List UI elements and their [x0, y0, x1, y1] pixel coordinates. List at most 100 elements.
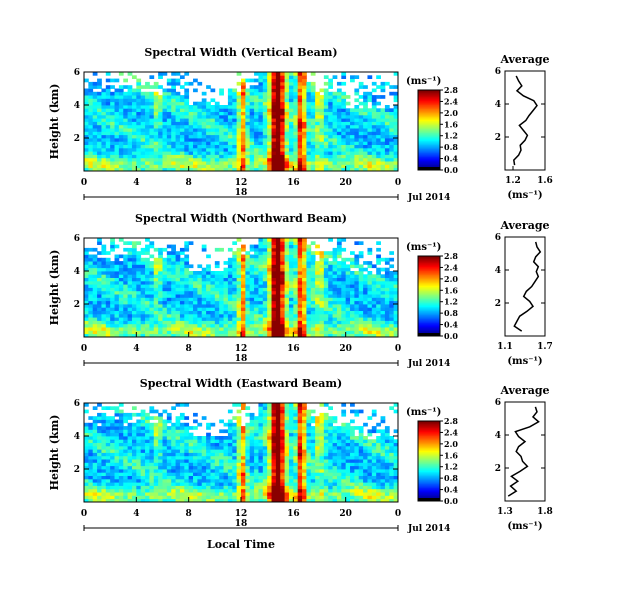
heatmap-cell	[376, 313, 381, 318]
heatmap-cell	[201, 320, 207, 325]
heatmap-cell	[354, 114, 360, 119]
heatmap-cell	[288, 108, 294, 112]
heatmap-cell	[206, 452, 211, 457]
heatmap-cell	[175, 141, 181, 145]
heatmap-cell	[140, 317, 146, 321]
heatmap-cell	[171, 161, 176, 165]
heatmap-cell	[101, 330, 107, 335]
heatmap-cell	[236, 416, 242, 420]
heatmap-cell	[84, 439, 89, 443]
heatmap-cell	[393, 280, 399, 285]
colorbar-swatch	[418, 290, 440, 293]
heatmap-cell	[101, 304, 107, 308]
heatmap-cell	[315, 304, 320, 308]
heatmap-cell	[297, 330, 303, 335]
heatmap-cell	[131, 111, 137, 116]
heatmap-cell	[118, 488, 124, 493]
heatmap-cell	[236, 277, 242, 282]
heatmap-cell	[384, 323, 390, 328]
heatmap-cell	[131, 485, 137, 490]
heatmap-cell	[188, 475, 194, 480]
heatmap-cell	[363, 131, 368, 136]
heatmap-cell	[97, 323, 102, 328]
heatmap-cell	[162, 91, 168, 96]
colorbar-swatch	[418, 282, 440, 285]
heatmap-cell	[179, 287, 185, 292]
heatmap-cell	[367, 138, 373, 142]
heatmap-cell	[236, 91, 242, 96]
heatmap-cell	[293, 81, 299, 86]
heatmap-cell	[302, 244, 307, 249]
heatmap-cell	[306, 294, 312, 298]
heatmap-cell	[92, 98, 98, 103]
heatmap-cell	[193, 157, 198, 162]
heatmap-cell	[162, 452, 168, 457]
heatmap-cell	[310, 280, 316, 285]
heatmap-cell	[145, 422, 150, 427]
heatmap-cell	[267, 277, 272, 282]
heatmap-cell	[332, 323, 338, 328]
heatmap-cell	[131, 147, 137, 152]
heatmap-cell	[350, 304, 355, 308]
heatmap-cell	[97, 485, 102, 490]
heatmap-cell	[384, 310, 390, 315]
heatmap-cell	[88, 429, 94, 434]
heatmap-cell	[376, 131, 381, 136]
heatmap-cell	[162, 131, 168, 136]
heatmap-cell	[136, 284, 142, 288]
heatmap-cell	[123, 455, 129, 460]
heatmap-cell	[332, 280, 338, 285]
heatmap-cell	[319, 164, 325, 169]
heatmap-cell	[114, 475, 120, 480]
heatmap-cell	[149, 492, 155, 496]
heatmap-cell	[332, 330, 338, 335]
heatmap-cell	[297, 124, 303, 129]
heatmap-cell	[249, 138, 255, 142]
heatmap-cell	[323, 267, 329, 272]
heatmap-cell	[97, 472, 102, 476]
heatmap-cell	[193, 307, 198, 311]
heatmap-cell	[127, 323, 133, 328]
heatmap-cell	[171, 98, 176, 103]
heatmap-cell	[380, 313, 386, 318]
heatmap-cell	[153, 327, 159, 331]
heatmap-cell	[223, 108, 229, 112]
heatmap-cell	[149, 439, 155, 443]
heatmap-cell	[280, 277, 286, 282]
heatmap-cell	[227, 449, 233, 453]
heatmap-cell	[206, 459, 211, 463]
heatmap-cell	[175, 432, 181, 437]
heatmap-cell	[193, 310, 198, 315]
heatmap-cell	[114, 161, 120, 165]
colorbar-swatch	[418, 104, 440, 107]
heatmap-cell	[97, 95, 102, 99]
heatmap-cell	[131, 304, 137, 308]
heatmap-cell	[258, 287, 264, 292]
heatmap-cell	[136, 108, 142, 112]
heatmap-cell	[136, 297, 142, 302]
heatmap-cell	[376, 254, 381, 259]
heatmap-cell	[227, 469, 233, 473]
heatmap-cell	[306, 121, 312, 126]
heatmap-cell	[249, 455, 255, 460]
heatmap-cell	[363, 164, 368, 169]
heatmap-cell	[315, 95, 320, 99]
heatmap-cell	[158, 472, 163, 476]
heatmap-cell	[140, 98, 146, 103]
colorbar-swatch	[418, 92, 440, 95]
heatmap-cell	[323, 290, 329, 295]
heatmap-cell	[271, 157, 277, 162]
heatmap-cell	[336, 167, 342, 172]
heatmap-cell	[127, 482, 133, 486]
heatmap-cell	[162, 459, 168, 463]
heatmap-cell	[153, 442, 159, 447]
colorbar-swatch	[418, 98, 440, 100]
heatmap-cell	[345, 304, 351, 308]
heatmap-cell	[171, 469, 176, 473]
heatmap-cell	[236, 478, 242, 483]
heatmap-cell	[258, 101, 264, 106]
heatmap-cell	[328, 313, 333, 318]
heatmap-cell	[223, 294, 229, 298]
heatmap-cell	[258, 121, 264, 126]
heatmap-cell	[258, 78, 264, 83]
